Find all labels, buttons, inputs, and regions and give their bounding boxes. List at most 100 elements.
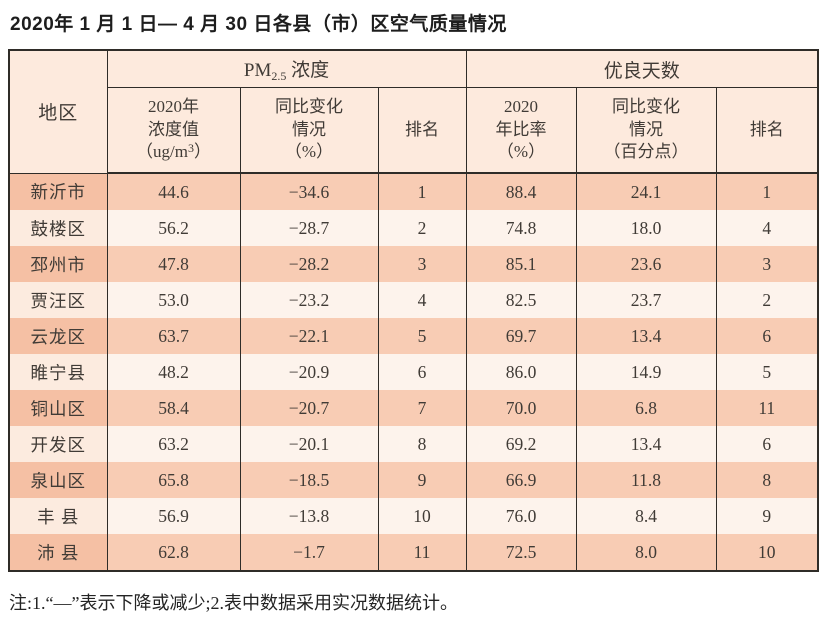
cell-pm-value: 63.2 xyxy=(106,426,241,462)
cell-good-rate: 76.0 xyxy=(465,498,577,534)
cell-good-rank: 11 xyxy=(715,390,819,426)
cell-pm-change: −20.1 xyxy=(239,426,379,462)
header-line: （百分点） xyxy=(603,142,689,162)
cell-good-rank: 8 xyxy=(715,462,819,498)
table-row: 开发区 63.2 −20.1 8 69.2 13.4 6 xyxy=(8,426,819,462)
col-header-good-change: 同比变化 情况 （百分点） xyxy=(575,87,717,174)
cell-good-change: 24.1 xyxy=(575,173,717,210)
header-sub-row: 2020年 浓度值 （ug/m3） 同比变化 情况 （%） 排名 2020 年比… xyxy=(9,87,819,174)
pm-label: PM xyxy=(243,59,272,81)
cell-region: 邳州市 xyxy=(8,246,108,282)
cell-pm-value: 56.2 xyxy=(106,210,241,246)
cell-good-change: 23.7 xyxy=(575,282,717,318)
col-header-good-rate: 2020 年比率 （%） xyxy=(465,87,577,174)
table-body: 新沂市 44.6 −34.6 1 88.4 24.1 1 鼓楼区 56.2 −2… xyxy=(8,173,819,571)
header-line: 同比变化 xyxy=(275,97,343,117)
cell-good-rate: 86.0 xyxy=(465,354,577,390)
table-header: 地区 PM2.5 浓度 优良天数 2020年 浓度值 （ug/m3） 同比变化 … xyxy=(8,50,819,174)
cell-good-rate: 69.2 xyxy=(465,426,577,462)
table-row: 睢宁县 48.2 −20.9 6 86.0 14.9 5 xyxy=(8,354,819,390)
header-line: 同比变化 xyxy=(612,97,680,117)
cell-pm-rank: 3 xyxy=(377,246,467,282)
cell-good-change: 18.0 xyxy=(575,210,717,246)
cell-pm-change: −28.7 xyxy=(239,210,379,246)
cell-good-change: 13.4 xyxy=(575,426,717,462)
cell-pm-rank: 9 xyxy=(377,462,467,498)
header-line: 情况 xyxy=(292,119,326,139)
cell-pm-rank: 2 xyxy=(377,210,467,246)
cell-good-rank: 6 xyxy=(715,426,819,462)
table-row: 铜山区 58.4 −20.7 7 70.0 6.8 11 xyxy=(8,390,819,426)
cell-pm-change: −18.5 xyxy=(239,462,379,498)
col-header-region: 地区 xyxy=(8,50,108,174)
cell-good-rank: 9 xyxy=(715,498,819,534)
cell-pm-value: 53.0 xyxy=(106,282,241,318)
cell-pm-rank: 10 xyxy=(377,498,467,534)
header-line: 2020 xyxy=(504,97,538,117)
cell-region: 贾汪区 xyxy=(8,282,108,318)
cell-pm-value: 56.9 xyxy=(106,498,241,534)
cell-pm-change: −20.9 xyxy=(239,354,379,390)
cell-good-rate: 88.4 xyxy=(465,173,577,210)
table-row: 丰 县 56.9 −13.8 10 76.0 8.4 9 xyxy=(8,498,819,534)
header-line: 年比率 xyxy=(495,119,547,139)
cell-good-rank: 5 xyxy=(715,354,819,390)
table-row: 邳州市 47.8 −28.2 3 85.1 23.6 3 xyxy=(8,246,819,282)
cell-region: 新沂市 xyxy=(8,173,108,210)
cell-pm-value: 65.8 xyxy=(106,462,241,498)
header-line: 情况 xyxy=(629,119,663,139)
pm-suffix: 浓度 xyxy=(286,59,330,81)
col-header-pm-change: 同比变化 情况 （%） xyxy=(239,87,379,174)
col-header-pm-value: 2020年 浓度值 （ug/m3） xyxy=(106,87,241,174)
table-row: 泉山区 65.8 −18.5 9 66.9 11.8 8 xyxy=(8,462,819,498)
cell-pm-value: 63.7 xyxy=(106,318,241,354)
cell-good-rate: 82.5 xyxy=(465,282,577,318)
cell-pm-change: −23.2 xyxy=(239,282,379,318)
cell-pm-change: −1.7 xyxy=(239,534,379,571)
cell-good-rank: 3 xyxy=(715,246,819,282)
cell-pm-change: −34.6 xyxy=(239,173,379,210)
cell-good-change: 6.8 xyxy=(575,390,717,426)
cell-pm-rank: 7 xyxy=(377,390,467,426)
cell-good-change: 8.0 xyxy=(575,534,717,571)
cell-pm-change: −22.1 xyxy=(239,318,379,354)
cell-region: 鼓楼区 xyxy=(8,210,108,246)
page-title: 2020年 1 月 1 日— 4 月 30 日各县（市）区空气质量情况 xyxy=(10,14,507,35)
cell-pm-value: 62.8 xyxy=(106,534,241,571)
cell-good-rate: 72.5 xyxy=(465,534,577,571)
cell-good-change: 13.4 xyxy=(575,318,717,354)
cell-good-rate: 66.9 xyxy=(465,462,577,498)
cell-region: 泉山区 xyxy=(8,462,108,498)
cell-pm-change: −13.8 xyxy=(239,498,379,534)
cell-pm-rank: 1 xyxy=(377,173,467,210)
header-line: （ug/m3） xyxy=(136,141,211,162)
cell-pm-rank: 8 xyxy=(377,426,467,462)
col-header-pm-rank: 排名 xyxy=(377,87,467,174)
cell-good-rate: 74.8 xyxy=(465,210,577,246)
table-row: 沛 县 62.8 −1.7 11 72.5 8.0 10 xyxy=(8,534,819,571)
cell-good-rate: 85.1 xyxy=(465,246,577,282)
cell-pm-change: −20.7 xyxy=(239,390,379,426)
cell-region: 沛 县 xyxy=(8,534,108,571)
table-row: 云龙区 63.7 −22.1 5 69.7 13.4 6 xyxy=(8,318,819,354)
table-row: 鼓楼区 56.2 −28.7 2 74.8 18.0 4 xyxy=(8,210,819,246)
header-line: （%） xyxy=(496,142,546,162)
cell-good-change: 14.9 xyxy=(575,354,717,390)
cell-pm-rank: 6 xyxy=(377,354,467,390)
cell-good-change: 11.8 xyxy=(575,462,717,498)
cell-pm-value: 48.2 xyxy=(106,354,241,390)
pm-subscript: 2.5 xyxy=(271,68,287,83)
cell-region: 开发区 xyxy=(8,426,108,462)
header-line: 浓度值 xyxy=(148,119,199,139)
cubed-superscript: 3 xyxy=(187,141,194,156)
cell-good-rate: 69.7 xyxy=(465,318,577,354)
cell-pm-rank: 11 xyxy=(377,534,467,571)
cell-good-rank: 10 xyxy=(715,534,819,571)
cell-good-rate: 70.0 xyxy=(465,390,577,426)
col-group-pm25: PM2.5 浓度 xyxy=(106,50,467,88)
header-line: 2020年 xyxy=(148,97,199,117)
cell-region: 云龙区 xyxy=(8,318,108,354)
cell-region: 丰 县 xyxy=(8,498,108,534)
col-group-good-days: 优良天数 xyxy=(465,50,819,88)
cell-pm-rank: 5 xyxy=(377,318,467,354)
